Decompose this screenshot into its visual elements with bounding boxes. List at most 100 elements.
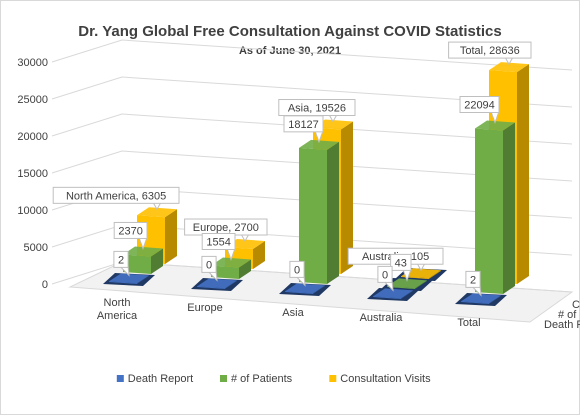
legend-label: # of Patients xyxy=(231,373,293,385)
data-label-text: 2370 xyxy=(118,225,142,237)
legend-swatch xyxy=(116,375,124,382)
bar-front-face xyxy=(197,286,225,289)
bar-top-face xyxy=(299,139,339,150)
bar-front-face xyxy=(123,254,151,274)
bar-of-patients-north-america xyxy=(123,246,163,274)
bar-top-face xyxy=(373,288,413,299)
x-tick-label: Total xyxy=(457,317,480,329)
data-label-text: 43 xyxy=(395,257,407,269)
data-label-consultation-visits: Total, 28636 xyxy=(448,41,532,66)
data-label-death-report: 2 xyxy=(465,270,482,297)
data-label-of-patients: 2370 xyxy=(113,221,148,250)
data-label-text: 0 xyxy=(294,264,300,276)
bar-of-patients-australia xyxy=(381,278,433,291)
data-label-text: North America, 6305 xyxy=(66,190,166,202)
bar-top-face xyxy=(475,120,515,131)
bar-death-report-europe xyxy=(191,278,243,291)
bar-top-face xyxy=(109,273,149,284)
legend-item-of-patients: # of Patients xyxy=(220,373,293,385)
bar-side-face xyxy=(489,295,501,304)
legend-swatch xyxy=(220,375,227,382)
data-label-of-patients: 18127 xyxy=(283,115,324,144)
data-label-text: 2 xyxy=(118,254,124,266)
bar-side-face xyxy=(151,248,163,274)
legend-label: Consultation Visits xyxy=(340,373,431,385)
data-label-consultation-visits: Europe, 2700 xyxy=(184,218,268,243)
bar-side-face xyxy=(327,141,339,284)
legend-swatch xyxy=(329,375,337,382)
gridline xyxy=(51,39,573,71)
bar-death-report-total xyxy=(455,293,507,306)
gridline xyxy=(51,150,573,182)
bar-front-face xyxy=(373,296,401,299)
bar-death-report-north-america xyxy=(103,273,155,286)
bar-of-patients-asia xyxy=(299,139,339,284)
bar-top-face xyxy=(285,283,325,294)
bar-side-face xyxy=(429,270,441,279)
data-label-of-patients: 22094 xyxy=(459,96,500,124)
x-tick-label: Asia xyxy=(282,307,304,319)
data-label-consultation-visits: Asia, 19526 xyxy=(278,99,356,123)
bar-death-report-australia xyxy=(367,288,419,301)
legend-item-consultation-visits: Consultation Visits xyxy=(329,373,431,385)
data-label-text: 0 xyxy=(206,259,212,271)
data-label-text: Asia, 19526 xyxy=(288,103,346,115)
data-label-box xyxy=(390,253,412,271)
data-label-text: 22094 xyxy=(464,100,495,112)
data-label-box xyxy=(283,115,324,133)
series-axis-label: Death Report xyxy=(544,319,580,331)
bar-side-face xyxy=(253,241,265,269)
y-tick-label: 30000 xyxy=(17,57,48,69)
bar-side-face xyxy=(165,209,177,264)
data-label-text: 1554 xyxy=(206,237,230,249)
bar-side-face xyxy=(503,122,515,294)
x-tick-label: North America xyxy=(97,297,138,322)
legend: Death Report # of Patients Consultation Vi… xyxy=(116,373,431,385)
y-tick-label: 15000 xyxy=(17,168,48,180)
data-label-box xyxy=(377,265,393,283)
y-tick-label: 5000 xyxy=(24,242,48,254)
data-label-box xyxy=(201,255,217,273)
bar-of-patients-europe xyxy=(211,257,251,279)
bar-top-face xyxy=(137,207,177,218)
bar-side-face xyxy=(517,64,529,284)
bar-top-face xyxy=(489,62,529,73)
data-label-of-patients: 1554 xyxy=(201,233,236,261)
data-label-box xyxy=(113,221,148,239)
bar-of-patients-total xyxy=(475,120,515,294)
bar-side-face xyxy=(137,275,149,284)
data-label-box xyxy=(289,260,305,278)
bar-front-face xyxy=(109,281,137,284)
data-label-death-report: 0 xyxy=(289,260,306,287)
data-label-text: Europe, 2700 xyxy=(193,222,259,234)
data-label-text: 18127 xyxy=(288,119,319,131)
plot-area: 0 5000 10000 15000 20000 25000 30000 North Ameri… xyxy=(17,39,580,331)
bar-side-face xyxy=(313,285,325,294)
bar-side-face xyxy=(341,121,353,274)
data-label-death-report: 2 xyxy=(113,250,130,277)
series-axis-label: Consultation Visits xyxy=(572,299,580,311)
bar-front-face xyxy=(299,147,327,284)
bar-front-face xyxy=(387,286,415,289)
bar-side-face xyxy=(239,259,251,279)
x-tick-label: Australia xyxy=(360,312,404,324)
data-label-consultation-visits: North America, 6305 xyxy=(52,186,180,211)
data-label-box xyxy=(448,41,532,59)
data-label-text: 0 xyxy=(382,269,388,281)
y-tick-label: 25000 xyxy=(17,94,48,106)
bar-side-face xyxy=(401,290,413,299)
bar-top-face xyxy=(211,257,251,268)
bar-top-face xyxy=(123,246,163,257)
data-label-death-report: 0 xyxy=(201,255,218,282)
series-axis-label: # of Patients xyxy=(558,309,580,321)
data-label-of-patients: 43 xyxy=(390,253,412,282)
gridline xyxy=(51,113,573,145)
y-tick-label: 10000 xyxy=(17,205,48,217)
bar-top-face xyxy=(197,278,237,289)
y-tick-label: 20000 xyxy=(17,131,48,143)
bar-front-face xyxy=(461,301,489,304)
bar-top-face xyxy=(461,293,501,304)
bar-side-face xyxy=(225,280,237,289)
data-label-box xyxy=(52,186,180,204)
